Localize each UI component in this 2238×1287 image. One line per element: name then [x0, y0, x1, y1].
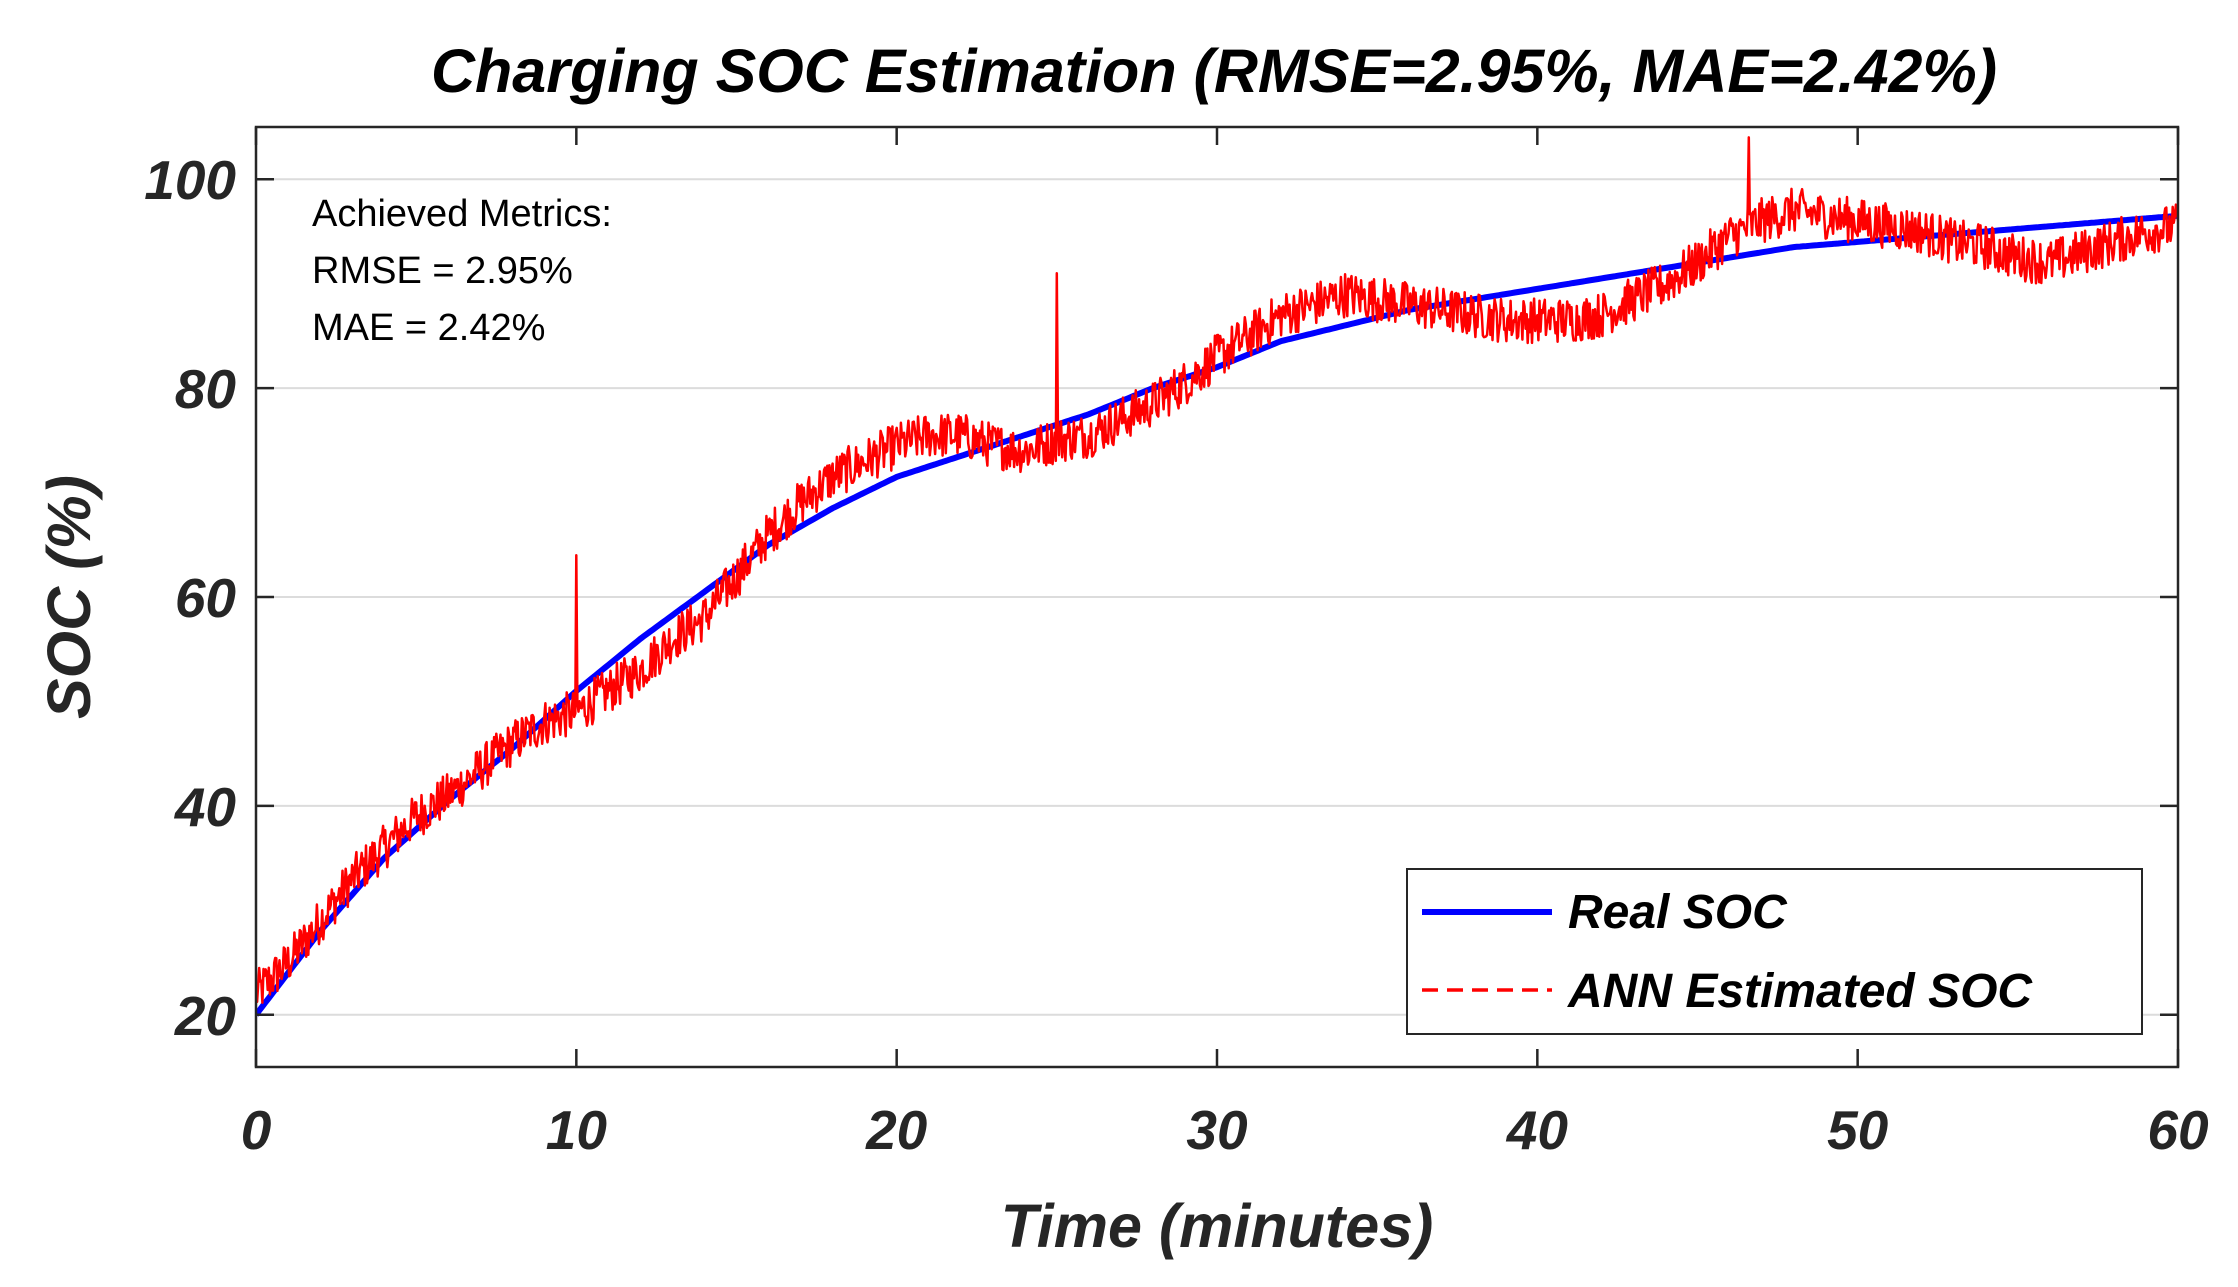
chart-title: Charging SOC Estimation (RMSE=2.95%, MAE… — [431, 37, 1997, 105]
x-tick-labels: 0 10 20 30 40 50 60 — [241, 1099, 2209, 1161]
ann-estimated-soc-line — [256, 136, 2178, 1004]
y-tick-labels: 20 40 60 80 100 — [144, 149, 236, 1047]
legend-box — [1406, 868, 2143, 1035]
x-tick-label: 50 — [1827, 1099, 1889, 1161]
legend: Real SOC ANN Estimated SOC — [1406, 868, 2143, 1035]
x-tick-label: 0 — [241, 1099, 272, 1161]
y-axis-label: SOC (%) — [35, 475, 103, 719]
x-tick-label: 10 — [546, 1099, 608, 1161]
x-tick-label: 20 — [865, 1099, 928, 1161]
metrics-annotation: Achieved Metrics: RMSE = 2.95% MAE = 2.4… — [312, 193, 612, 349]
y-tick-label: 100 — [144, 149, 236, 211]
y-tick-label: 20 — [174, 985, 237, 1047]
y-tick-label: 60 — [175, 567, 237, 629]
x-tick-label: 30 — [1186, 1099, 1248, 1161]
x-axis-label: Time (minutes) — [1001, 1192, 1434, 1260]
y-tick-label: 40 — [174, 776, 237, 838]
y-tick-label: 80 — [175, 358, 237, 420]
legend-ann-estimated-soc-label: ANN Estimated SOC — [1567, 965, 2033, 1018]
x-tick-label: 60 — [2147, 1099, 2209, 1161]
annotation-rmse: RMSE = 2.95% — [312, 250, 573, 292]
annotation-heading: Achieved Metrics: — [312, 193, 612, 235]
x-tick-label: 40 — [1506, 1099, 1569, 1161]
axis-ticks — [254, 127, 2180, 1067]
annotation-mae: MAE = 2.42% — [312, 307, 545, 349]
legend-real-soc-label: Real SOC — [1568, 886, 1788, 939]
